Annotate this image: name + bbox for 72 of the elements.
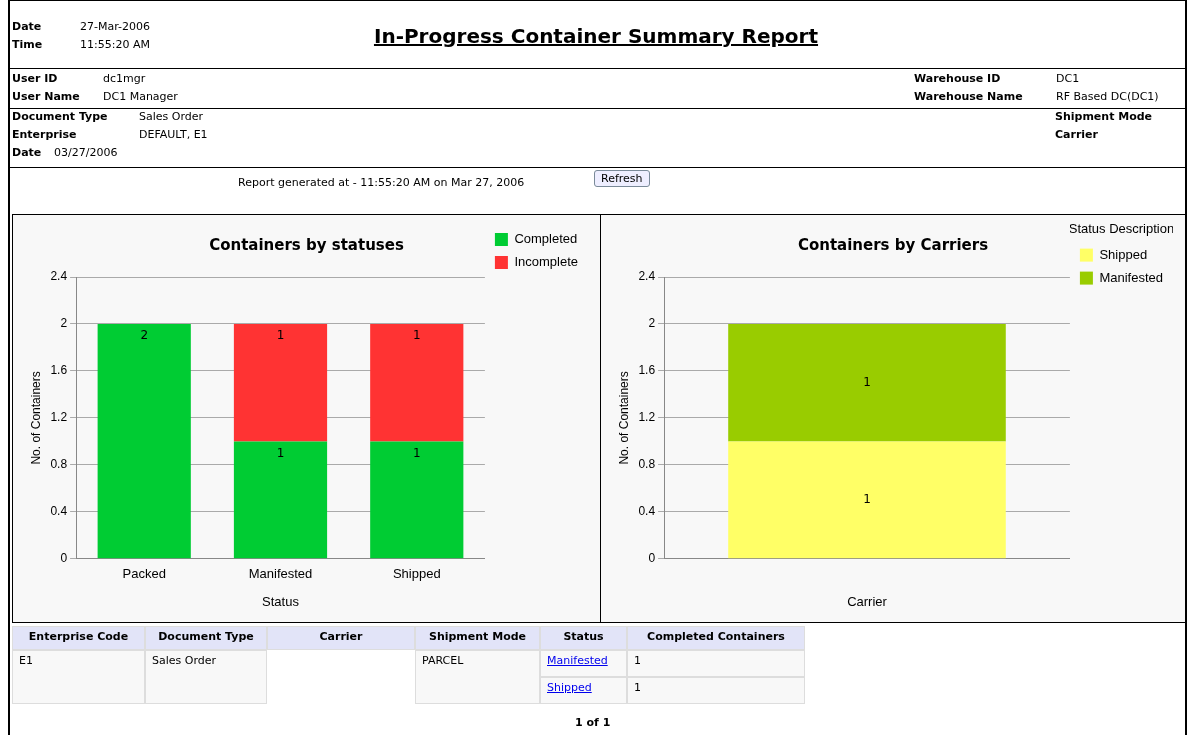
y-tick-label: 1.6 <box>50 363 68 378</box>
legend-label: Incomplete <box>514 254 578 270</box>
text: Document Type <box>145 626 267 650</box>
legend-title: Status Description <box>1068 221 1175 237</box>
y-axis-title: No. of Containers <box>28 371 43 465</box>
text: dc1mgr <box>103 72 146 85</box>
text: RF Based DC(DC1) <box>1056 90 1159 103</box>
x-axis-title: Status <box>262 593 300 609</box>
text: Report generated at - 11:55:20 AM on Mar 27, 2006 <box>238 176 525 189</box>
text: Refresh <box>594 170 650 187</box>
text: PARCEL <box>415 650 540 704</box>
text: Completed Containers <box>627 626 805 650</box>
text: Shipment Mode <box>1055 110 1153 123</box>
y-tick-label: 2.4 <box>638 269 656 284</box>
y-tick-label: 2 <box>60 316 68 331</box>
y-tick-label: 0 <box>60 551 68 566</box>
legend-label: Shipped <box>1099 246 1148 262</box>
text: Enterprise Code <box>12 626 145 650</box>
y-tick-label: 1.2 <box>638 410 656 425</box>
data-label: 1 <box>412 328 421 343</box>
text: Date <box>12 20 42 33</box>
x-tick-label: Shipped <box>392 566 441 582</box>
text: 27-Mar-2006 <box>80 20 150 33</box>
text: Warehouse ID <box>914 72 1001 85</box>
legend-label: Completed <box>514 231 578 247</box>
y-tick-label: 0 <box>648 551 656 566</box>
text: 03/27/2006 <box>54 146 118 159</box>
data-label: 1 <box>863 491 871 506</box>
chart-title: Containers by statuses <box>209 235 404 254</box>
text: Document Type <box>12 110 108 123</box>
text: 1 of 1 <box>575 716 611 729</box>
y-tick-label: 0.8 <box>638 457 656 472</box>
text: 1 <box>627 677 805 704</box>
data-label: 2 <box>140 328 149 343</box>
x-tick-label: Packed <box>122 566 166 582</box>
data-label: 1 <box>276 328 285 343</box>
text: DC1 <box>1056 72 1080 85</box>
data-label: 1 <box>276 445 285 460</box>
data-label: 1 <box>412 445 421 460</box>
y-tick-label: 2 <box>648 316 656 331</box>
y-tick-label: 1.6 <box>638 363 656 378</box>
text: Manifested <box>547 654 608 667</box>
text: User ID <box>12 72 58 85</box>
y-tick-label: 0.4 <box>50 504 68 519</box>
text: DEFAULT, E1 <box>139 128 208 141</box>
text: E1 <box>12 650 145 704</box>
text: DC1 Manager <box>103 90 178 103</box>
text: User Name <box>12 90 80 103</box>
y-tick-label: 0.4 <box>638 504 656 519</box>
text: Shipped <box>547 681 592 694</box>
x-axis-title: Carrier <box>847 593 888 609</box>
y-tick-label: 2.4 <box>50 269 68 284</box>
text: Date <box>12 146 42 159</box>
y-axis-title: No. of Containers <box>616 371 631 465</box>
y-tick-label: 0.8 <box>50 457 68 472</box>
legend-label: Manifested <box>1099 269 1163 285</box>
text: Carrier <box>1055 128 1099 141</box>
chart-title: Containers by Carriers <box>797 235 989 254</box>
y-tick-label: 1.2 <box>50 410 68 425</box>
text: 11:55:20 AM <box>80 38 150 51</box>
text: In-Progress Container Summary Report <box>373 24 819 48</box>
text: Sales Order <box>139 110 204 123</box>
text: Shipment Mode <box>415 626 540 650</box>
data-label: 1 <box>863 374 871 389</box>
text: Enterprise <box>12 128 77 141</box>
text: Status <box>540 626 627 650</box>
text: 1 <box>627 650 805 677</box>
text: Sales Order <box>145 650 267 704</box>
text: Warehouse Name <box>914 90 1023 103</box>
text: Carrier <box>267 626 415 650</box>
x-tick-label: Manifested <box>248 566 313 582</box>
text: Time <box>12 38 43 51</box>
